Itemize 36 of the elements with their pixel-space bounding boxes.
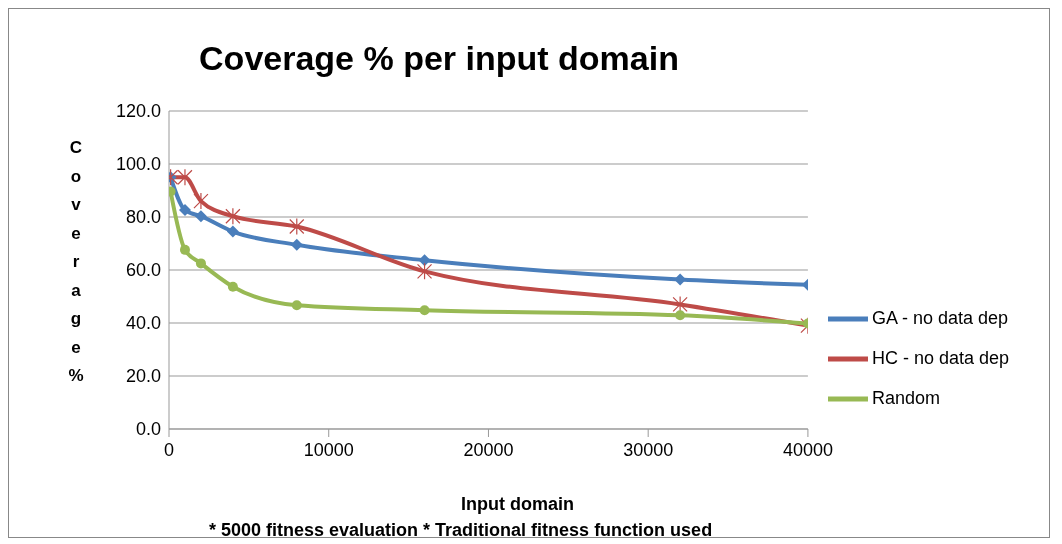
y-tick-label: 120.0 bbox=[115, 101, 161, 122]
legend-label: GA - no data dep bbox=[871, 307, 1009, 328]
y-tick-label: 80.0 bbox=[125, 207, 161, 228]
legend-label: HC - no data dep bbox=[871, 347, 1009, 368]
point bbox=[227, 281, 238, 292]
point bbox=[672, 295, 688, 314]
point bbox=[291, 300, 302, 311]
point bbox=[226, 225, 239, 238]
x-tick-label: 40000 bbox=[782, 439, 833, 460]
point bbox=[179, 244, 190, 255]
point bbox=[289, 217, 305, 236]
point bbox=[290, 238, 303, 251]
point bbox=[194, 210, 207, 223]
point bbox=[675, 310, 686, 321]
chart-title: Coverage % per input domain bbox=[198, 39, 680, 78]
y-tick-label: 60.0 bbox=[125, 260, 161, 281]
y-tick-label: 0.0 bbox=[135, 419, 161, 440]
point bbox=[419, 305, 430, 316]
text: Coverage % bbox=[68, 138, 84, 385]
point bbox=[193, 192, 209, 210]
y-tick-label: 40.0 bbox=[125, 313, 161, 334]
point bbox=[195, 258, 206, 269]
point bbox=[178, 204, 191, 217]
point bbox=[418, 254, 431, 267]
x-tick-label: 0 bbox=[163, 439, 175, 460]
point bbox=[416, 262, 433, 280]
text: * 5000 fitness evaluation * Traditional fitness function used bbox=[209, 520, 713, 541]
point bbox=[177, 168, 193, 186]
x-axis-title: Input domain bbox=[461, 494, 574, 515]
x-tick-label: 20000 bbox=[463, 439, 514, 460]
y-tick-label: 100.0 bbox=[115, 154, 161, 175]
y-tick-label: 20.0 bbox=[125, 366, 161, 387]
point bbox=[225, 207, 241, 225]
x-tick-label: 30000 bbox=[623, 439, 674, 460]
x-tick-label: 10000 bbox=[303, 439, 354, 460]
legend-label: Random bbox=[871, 387, 940, 408]
